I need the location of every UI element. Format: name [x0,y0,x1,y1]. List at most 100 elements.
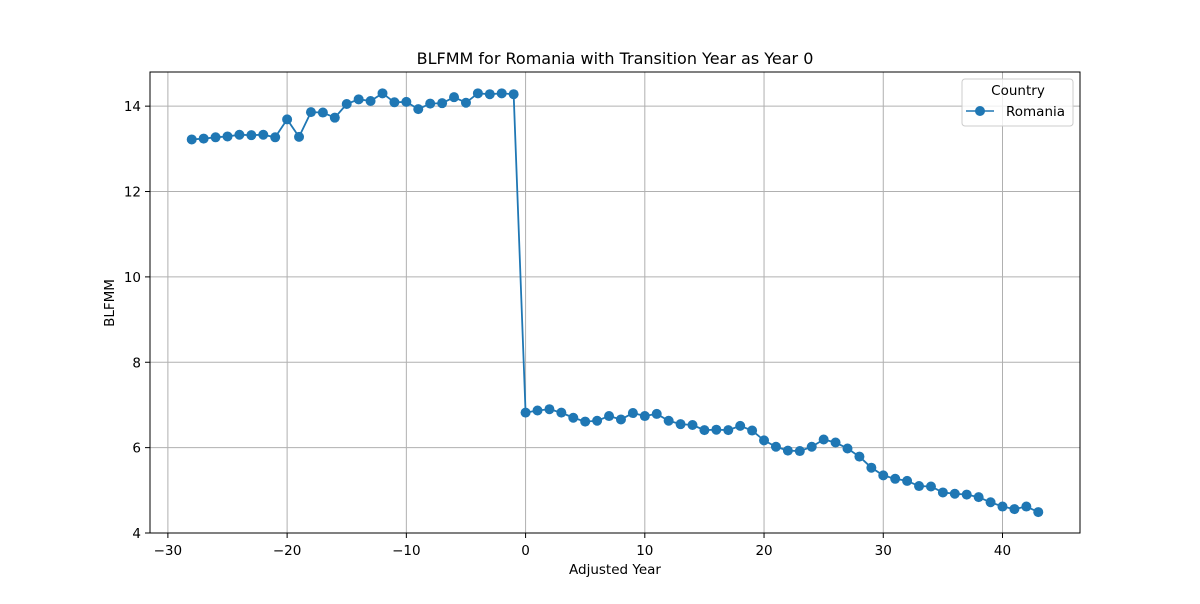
data-point [341,99,352,110]
x-tick-label: 30 [875,543,892,559]
y-tick-label: 12 [124,185,141,201]
y-tick-label: 14 [124,99,141,115]
data-point [806,441,817,452]
data-point [902,475,913,486]
grid-lines [150,72,1080,534]
data-point [651,408,662,419]
legend: Country Romania [961,78,1074,127]
data-point [413,104,424,115]
legend-marker-swatch [975,106,985,116]
legend-entry-label: Romania [1006,104,1065,120]
data-point [353,94,364,105]
data-point [842,443,853,454]
data-point [735,420,746,431]
y-axis-label: BLFMM [102,279,118,327]
data-point [210,132,221,143]
data-point [258,129,269,140]
y-tick-label: 4 [132,526,141,542]
x-tick-label: 40 [994,543,1011,559]
data-point [401,96,412,107]
data-point [1021,501,1032,512]
data-point [818,434,829,445]
data-point [592,415,603,426]
series-line-romania [191,92,1039,513]
data-point [615,414,626,425]
data-point [961,489,972,500]
data-point [890,473,901,484]
data-point [985,497,996,508]
x-tick-label: −30 [154,543,183,559]
data-point [854,451,865,462]
data-point [782,445,793,456]
data-point [663,415,674,426]
x-tick-label: −20 [273,543,302,559]
data-point [460,97,471,108]
data-point [604,411,615,422]
y-tick-label: 6 [132,441,141,457]
plot-frame [149,71,1081,534]
data-point [878,470,889,481]
data-point [377,88,388,99]
data-point [329,112,340,123]
data-point [759,435,770,446]
data-point [711,424,722,435]
data-point [305,107,316,118]
axis-ticks: −30 −20 −10 0 10 20 30 40 4 6 8 10 12 14 [124,99,1011,559]
data-point [937,487,948,498]
data-point [794,446,805,457]
data-point [556,407,567,418]
x-tick-label: −10 [392,543,421,559]
data-point [699,425,710,436]
x-tick-label: 10 [636,543,653,559]
data-point [914,481,925,492]
data-point [222,131,233,142]
data-point [294,131,305,142]
data-point [973,492,984,503]
data-point [186,134,197,145]
data-point [282,114,293,125]
data-point [627,408,638,419]
data-point [496,88,507,99]
data-point [747,425,758,436]
data-point [246,130,257,141]
data-point [687,420,698,431]
data-point [949,488,960,499]
data-point [365,96,376,107]
y-tick-label: 10 [124,270,141,286]
data-point [639,411,650,422]
chart-title: BLFMM for Romania with Transition Year a… [417,49,814,68]
data-point [866,462,877,473]
legend-title: Country [991,83,1045,99]
x-axis-label: Adjusted Year [569,562,661,578]
y-tick-label: 8 [132,355,141,371]
data-point [449,92,460,103]
data-point [544,404,555,415]
data-point [568,412,579,423]
data-point [770,441,781,452]
data-point [723,425,734,436]
data-point [675,419,686,430]
data-point [1009,504,1020,515]
series-layer [186,88,1044,518]
data-point [198,133,209,144]
data-point [580,416,591,427]
data-point [830,437,841,448]
data-point [520,407,531,418]
data-point [484,89,495,100]
data-point [925,481,936,492]
x-tick-label: 0 [521,543,530,559]
data-point [532,405,543,416]
data-point [1033,507,1044,518]
data-point [389,97,400,108]
data-point [472,88,483,99]
data-point [234,129,245,140]
data-point [997,501,1008,512]
data-point [437,98,448,109]
data-point [270,132,281,143]
data-point [425,98,436,109]
data-point [317,107,328,118]
x-tick-label: 20 [755,543,772,559]
legend-box [961,78,1074,127]
